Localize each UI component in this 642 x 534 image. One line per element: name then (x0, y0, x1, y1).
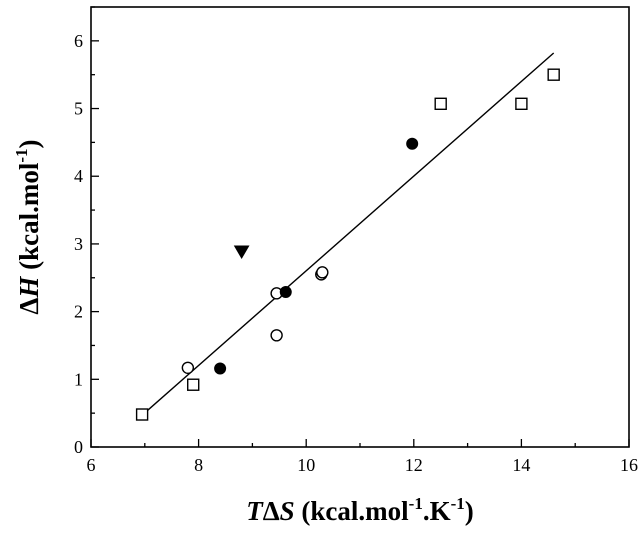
y-tick-label: 1 (74, 369, 83, 389)
open-square-point (135, 408, 149, 421)
y-tick-label: 6 (74, 31, 83, 51)
open-square-point (434, 97, 447, 111)
filled-circle-point (406, 137, 419, 150)
y-tick-label: 3 (74, 234, 83, 254)
x-axis-title: TΔS (kcal.mol-1.K-1) (246, 494, 474, 526)
filled-circle-point (214, 362, 227, 375)
filled-circle-point (279, 285, 292, 298)
open-square-point (187, 378, 200, 391)
filled-triangle-point (233, 245, 250, 260)
y-tick-label: 2 (74, 302, 83, 322)
x-tick-label: 6 (87, 455, 96, 475)
marker-group (135, 68, 560, 421)
x-tick-label: 12 (405, 455, 423, 475)
x-tick-label: 16 (620, 455, 638, 475)
open-circle-point (270, 329, 283, 342)
tick-group (90, 6, 630, 448)
open-square-point (515, 97, 528, 111)
y-tick-label: 0 (74, 437, 83, 457)
x-tick-label: 14 (512, 455, 530, 475)
open-square-point (547, 68, 560, 81)
y-tick-label: 5 (74, 99, 83, 119)
open-circle-point (316, 266, 329, 279)
x-tick-label: 10 (297, 455, 315, 475)
open-circle-point (181, 361, 195, 374)
fit-line (141, 52, 555, 416)
y-axis-title: ΔH (kcal.mol-1) (12, 139, 44, 314)
x-tick-label: 8 (194, 455, 203, 475)
y-tick-label: 4 (74, 166, 83, 186)
